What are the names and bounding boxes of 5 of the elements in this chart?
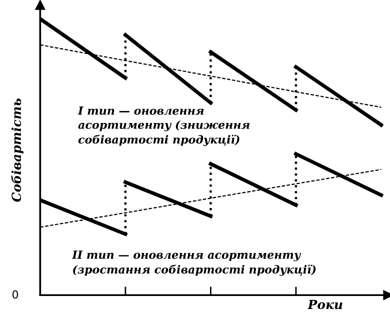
annotation: II тип — оновлення асортименту (зростання собівартості продукції) <box>72 250 316 276</box>
x-axis-title: Роки <box>307 300 342 310</box>
y-axis-title: Собівартість <box>11 98 24 202</box>
text: 0 <box>12 290 18 299</box>
annotation: I тип — оновлення асортименту (зниження собівартості продукції) <box>78 106 250 146</box>
